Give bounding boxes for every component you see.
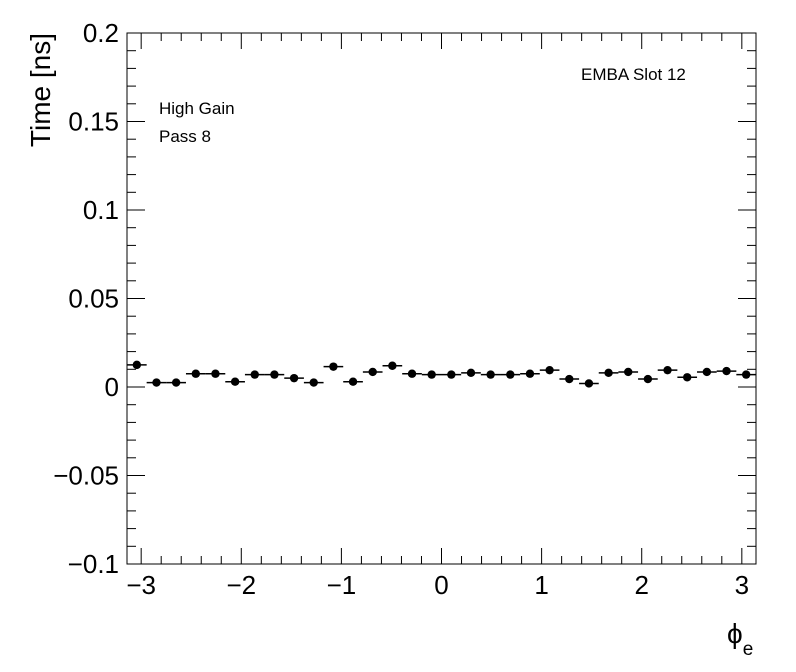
data-point: [545, 365, 554, 375]
x-axis-subscript: e: [743, 639, 754, 660]
data-point: [211, 369, 220, 378]
data-point: [506, 370, 515, 379]
data-point: [663, 365, 672, 375]
data-points: [127, 360, 756, 388]
data-point: [427, 370, 436, 379]
data-point: [348, 377, 358, 386]
data-point: [702, 367, 712, 377]
x-tick-labels: −3 −2 −1 0 1 2 3: [126, 570, 749, 600]
data-point: [683, 373, 692, 382]
data-point: [584, 379, 594, 388]
x-tick-label: 1: [534, 570, 548, 600]
data-point: [289, 373, 299, 383]
data-point: [447, 370, 456, 379]
data-point: [565, 374, 574, 384]
data-point: [604, 368, 613, 378]
x-tick-label: 0: [434, 570, 448, 600]
data-point: [191, 369, 200, 378]
slot-annotation: EMBA Slot 12: [581, 65, 686, 84]
data-point: [722, 366, 731, 376]
y-tick-label: 0.2: [83, 18, 119, 48]
data-point: [486, 370, 495, 379]
data-point: [230, 377, 240, 386]
data-point: [132, 360, 142, 370]
data-point: [624, 367, 633, 377]
gain-annotation: High Gain: [159, 99, 235, 118]
data-point: [741, 370, 751, 379]
y-tick-label: −0.1: [68, 549, 119, 579]
data-point: [270, 370, 279, 379]
data-point: [171, 378, 181, 387]
data-point: [525, 369, 535, 378]
data-point: [466, 368, 476, 378]
y-tick-label: 0: [105, 372, 119, 402]
y-tick-label: 0.1: [83, 195, 119, 225]
x-tick-label: −1: [327, 570, 357, 600]
data-point: [329, 362, 338, 371]
y-tick-label: −0.05: [53, 461, 119, 491]
y-tick-labels: −0.1 −0.05 0 0.05 0.1 0.15 0.2: [53, 18, 119, 579]
x-tick-label: −2: [226, 570, 256, 600]
x-axis-title: ϕe: [727, 618, 753, 660]
x-tick-label: 3: [735, 570, 749, 600]
y-axis-title: Time [ns]: [25, 33, 56, 147]
axis-ticks: [127, 32, 756, 565]
data-point: [407, 369, 417, 378]
data-point: [152, 378, 161, 387]
y-tick-label: 0.15: [68, 107, 119, 137]
data-point: [643, 374, 653, 384]
x-tick-label: 2: [634, 570, 648, 600]
data-point: [368, 367, 377, 377]
y-tick-label: 0.05: [68, 284, 119, 314]
data-point: [250, 370, 259, 379]
pass-annotation: Pass 8: [159, 127, 211, 146]
x-tick-label: −3: [126, 570, 156, 600]
data-point: [388, 361, 397, 370]
data-point: [309, 378, 318, 387]
